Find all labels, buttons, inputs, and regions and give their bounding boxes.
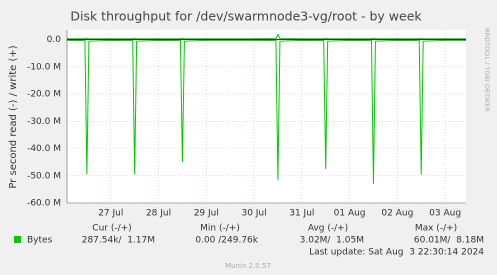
- y-tick-label: -30.0 M: [27, 117, 61, 127]
- x-tick-label: 03 Aug: [429, 209, 461, 219]
- stat-value: 0.00 /249.76k: [195, 236, 258, 246]
- y-tick-label: -10.0 M: [27, 62, 61, 72]
- stat-header: Max (-/+): [415, 224, 457, 234]
- y-tick-label: -40.0 M: [27, 144, 61, 154]
- y-tick-label: -20.0 M: [27, 90, 61, 100]
- plot-area: [67, 30, 466, 203]
- stat-header: Avg (-/+): [308, 224, 348, 234]
- y-axis-title: Pr second read (-) / write (+): [8, 45, 19, 188]
- x-tick-label: 30 Jul: [241, 209, 266, 219]
- x-tick-label: 31 Jul: [289, 209, 314, 219]
- legend-swatch: [14, 236, 21, 243]
- stat-value: 287.54k/ 1.17M: [82, 236, 155, 246]
- last-update: Last update: Sat Aug 3 22:30:14 2024: [309, 248, 484, 258]
- x-tick-label: 28 Jul: [146, 209, 171, 219]
- x-tick-label: 01 Aug: [334, 209, 366, 219]
- series-line: [66, 39, 466, 184]
- y-tick-label: 0.0: [47, 35, 62, 45]
- side-note: RRDTOOL / TOBI OETIKER: [483, 28, 491, 112]
- stat-value: 60.01M/ 8.18M: [414, 236, 484, 246]
- x-tick-label: 27 Jul: [98, 209, 123, 219]
- chart-title: Disk throughput for /dev/swarmnode3-vg/r…: [70, 9, 422, 24]
- y-tick-label: -60.0 M: [27, 199, 61, 209]
- legend-label: Bytes: [27, 236, 53, 246]
- footer: Munin 2.0.57: [225, 262, 271, 270]
- x-tick-label: 29 Jul: [194, 209, 219, 219]
- stat-header: Cur (-/+): [92, 224, 131, 234]
- series-line: [67, 33, 466, 40]
- x-tick-label: 02 Aug: [381, 209, 413, 219]
- y-tick-label: -50.0 M: [27, 171, 61, 181]
- stat-value: 3.02M/ 1.05M: [300, 236, 364, 246]
- stat-header: Min (-/+): [200, 224, 240, 234]
